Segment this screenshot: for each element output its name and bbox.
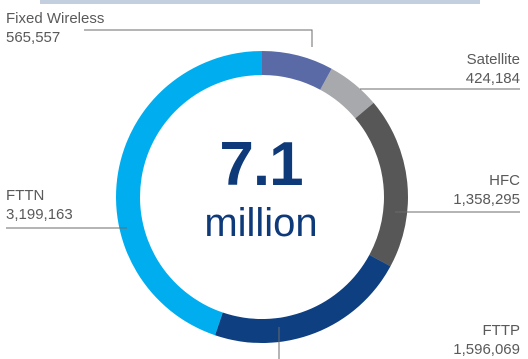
label-fixed-wireless-name: Fixed Wireless: [6, 10, 105, 27]
label-fttp: FTTP 1,596,069: [380, 321, 520, 359]
leader-line-fixed-wireless: [84, 29, 313, 47]
slice-satellite: [320, 68, 374, 119]
label-fttn-value: 3,199,163: [6, 206, 73, 223]
slice-hfc: [355, 102, 408, 267]
label-hfc-value: 1,358,295: [453, 191, 520, 208]
top-edge-fragment: [40, 0, 480, 4]
center-total-value: 7.1: [219, 130, 303, 199]
slice-fixed-wireless: [262, 51, 332, 90]
slice-fttp: [215, 254, 391, 343]
label-satellite: Satellite 424,184: [380, 50, 520, 88]
label-fttn: FTTN 3,199,163: [6, 186, 73, 224]
label-hfc: HFC 1,358,295: [380, 171, 520, 209]
center-total-unit: million: [204, 201, 318, 245]
label-satellite-value: 424,184: [465, 70, 520, 87]
label-fixed-wireless: Fixed Wireless 565,557: [6, 9, 104, 47]
label-fttp-name: FTTP: [482, 322, 521, 339]
label-satellite-name: Satellite: [466, 51, 520, 68]
label-fttn-name: FTTN: [6, 187, 45, 204]
label-fttp-value: 1,596,069: [453, 341, 520, 358]
label-fixed-wireless-value: 565,557: [6, 29, 61, 46]
slice-fttn: [116, 51, 262, 336]
label-hfc-name: HFC: [489, 172, 520, 189]
